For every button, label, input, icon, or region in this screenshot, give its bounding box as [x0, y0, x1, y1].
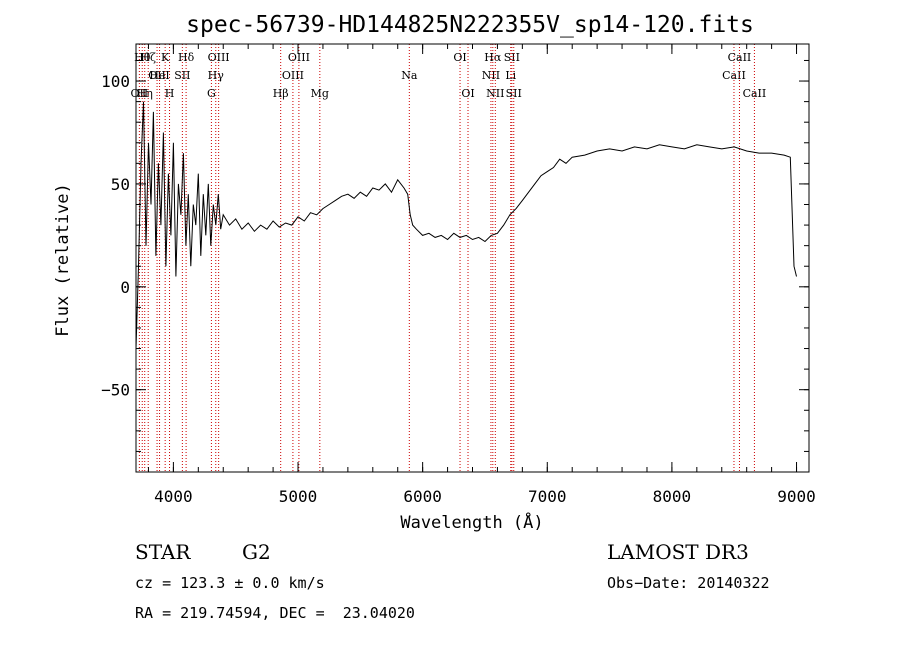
line-marker-label-9: Hδ: [178, 51, 195, 64]
object-class: STAR: [135, 540, 191, 564]
line-marker-label-14: OIII: [282, 69, 304, 82]
line-marker-label-21: Hα: [484, 51, 502, 64]
series-spectrum: [135, 101, 797, 349]
line-marker-label-12: OIII: [208, 51, 230, 64]
line-marker-label-24: SII: [504, 51, 520, 64]
line-markers: OIIHθHηHζOIIHeIKHSIIHδGHγOIIIHβOIIIOIIIM…: [131, 44, 767, 472]
survey-name: LAMOST DR3: [607, 540, 749, 564]
line-marker-label-19: OI: [461, 87, 474, 100]
line-marker-label-20: NII: [482, 69, 500, 82]
line-marker-label-27: CaII: [728, 51, 752, 64]
line-marker-label-6: K: [161, 51, 170, 64]
line-marker-label-13: Hβ: [273, 87, 289, 100]
x-tick-label-2: 6000: [403, 487, 442, 506]
line-marker-label-5: HeI: [149, 69, 169, 82]
line-marker-label-7: H: [165, 87, 175, 100]
line-marker-label-8: SII: [174, 69, 190, 82]
plot-frame: [135, 43, 810, 473]
line-marker-label-4: OII: [148, 69, 166, 82]
axis-ticks: 4000 5000 6000 7000 8000 9000 −50 0 50 100: [101, 44, 816, 506]
line-marker-label-11: Hγ: [208, 69, 225, 82]
line-marker-label-10: G: [207, 87, 216, 100]
obs-date-text: Obs−Date: 20140322: [607, 574, 770, 592]
x-tick-label-5: 9000: [777, 487, 816, 506]
y-tick-label-2: 50: [111, 175, 130, 194]
object-subclass: G2: [242, 540, 271, 564]
line-marker-label-25: SII: [506, 87, 522, 100]
line-marker-label-28: CaII: [743, 87, 767, 100]
series-layer: [135, 101, 797, 349]
y-axis-title: Flux (relative): [53, 183, 73, 337]
line-marker-label-3: Hζ: [140, 51, 156, 64]
line-marker-label-17: Na: [401, 69, 418, 82]
y-tick-label-0: −50: [101, 381, 130, 400]
line-marker-label-16: Mg: [311, 87, 329, 100]
line-marker-label-0: OII: [131, 87, 149, 100]
x-tick-label-4: 8000: [653, 487, 692, 506]
line-marker-label-26: CaII: [722, 69, 746, 82]
line-marker-label-15: OIII: [288, 51, 310, 64]
x-axis-title: Wavelength (Å): [400, 511, 543, 533]
chart-title: spec-56739-HD144825N222355V_sp14-120.fit…: [186, 12, 754, 38]
line-marker-label-2: Hη: [137, 87, 153, 100]
x-tick-label-1: 5000: [279, 487, 318, 506]
line-marker-label-18: OI: [453, 51, 466, 64]
coordinates-text: RA = 219.74594, DEC = 23.04020: [135, 604, 415, 622]
x-tick-label-3: 7000: [528, 487, 567, 506]
y-tick-label-1: 0: [120, 278, 130, 297]
line-marker-label-22: NII: [486, 87, 504, 100]
x-tick-label-0: 4000: [154, 487, 193, 506]
line-marker-label-23: Li: [505, 69, 516, 82]
y-tick-label-3: 100: [101, 72, 130, 91]
redshift-text: cz = 123.3 ± 0.0 km/s: [135, 574, 325, 592]
